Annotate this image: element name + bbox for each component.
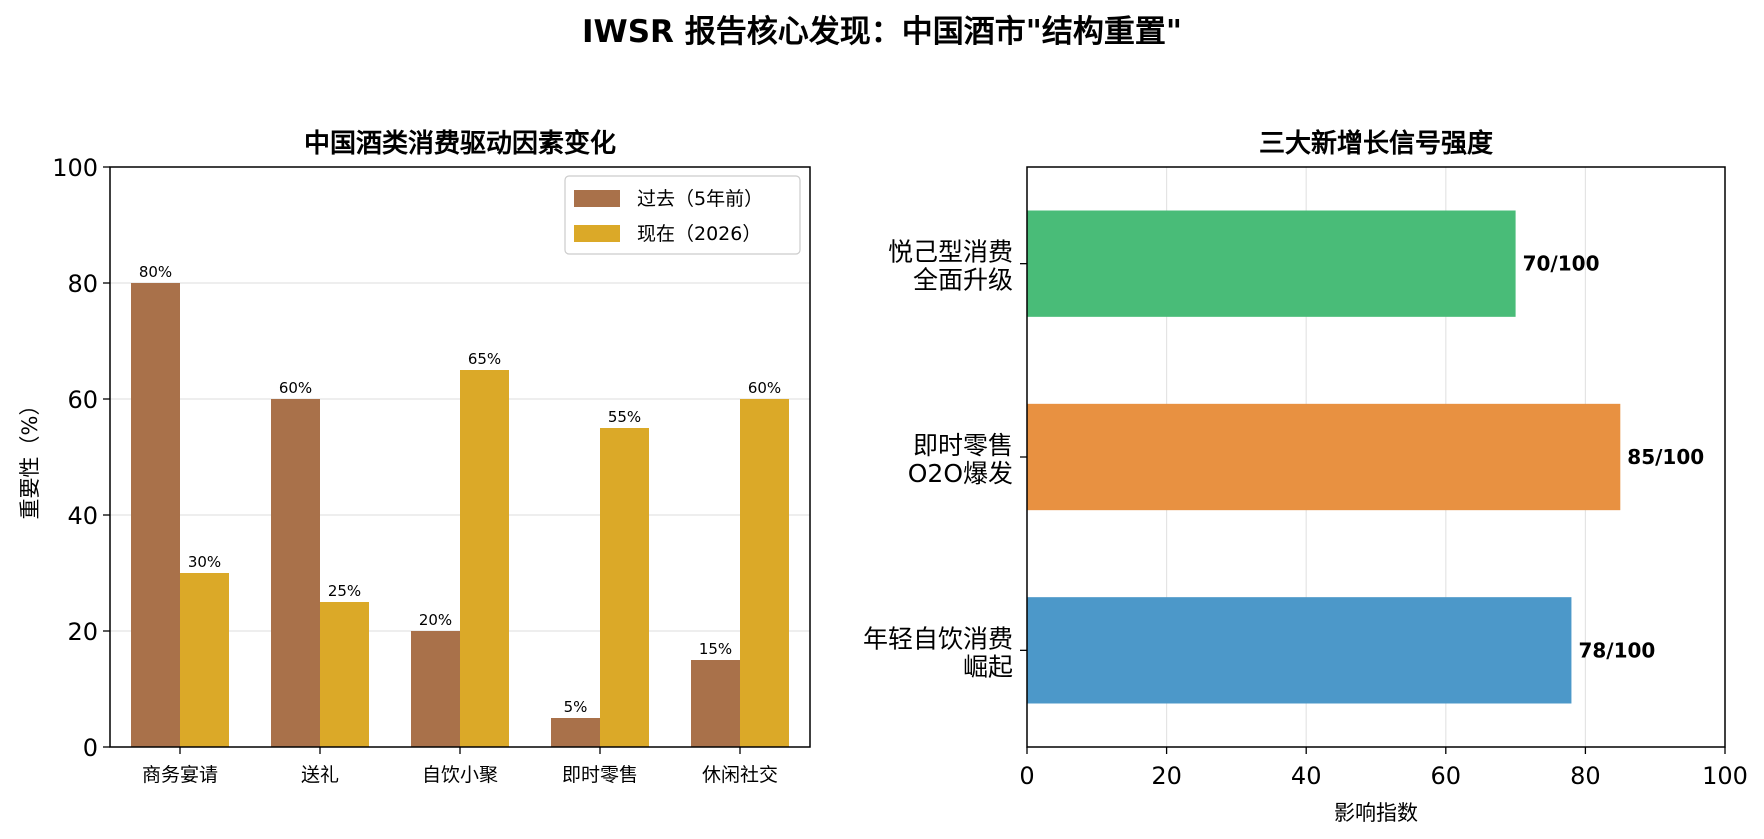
driver-chart: 中国酒类消费驱动因素变化 80% 30% 60% 25% 20% 65% 5% 55% 15% 6… [18,128,811,786]
bar-value-label: 15% [699,640,732,658]
driver-chart-y-ticks: 0 20 40 60 80 100 [52,154,110,762]
legend-swatch-present [574,225,620,242]
y-tick-label-line1: 即时零售 [913,431,1013,460]
y-tick-label-line2: O2O爆发 [908,459,1013,488]
x-tick-label: 80 [1570,762,1601,790]
x-tick-label: 即时零售 [562,764,638,786]
signal-chart-title: 三大新增长信号强度 [1259,128,1493,159]
driver-chart-legend: 过去（5年前） 现在（2026） [564,175,801,255]
driver-chart-y-axis-label: 重要性（%） [18,395,42,520]
bar-value-label: 25% [328,582,361,600]
bar-present [460,370,509,747]
x-tick-label: 送礼 [301,764,339,786]
signal-bar-value-label: 85/100 [1627,445,1704,469]
bar-present [320,602,369,747]
y-tick-label: 100 [52,154,98,182]
signal-chart-bar-labels: 78/100 85/100 70/100 [1523,252,1705,663]
bar-value-label: 60% [279,379,312,397]
bar-past [271,399,320,747]
x-tick-label: 20 [1151,762,1182,790]
bar-value-label: 65% [468,350,501,368]
y-tick-label: 40 [67,502,98,530]
y-tick-label-line2: 崛起 [963,652,1013,681]
bar-value-label: 80% [139,263,172,281]
y-tick-label-line1: 年轻自饮消费 [863,624,1013,653]
x-tick-label: 自饮小聚 [422,764,498,786]
x-tick-label: 100 [1702,762,1748,790]
driver-chart-bar-labels: 80% 30% 60% 25% 20% 65% 5% 55% 15% 60% [139,263,781,716]
y-tick-label: 0 [83,734,98,762]
y-tick-label-line2: 全面升级 [913,266,1013,295]
x-tick-label: 60 [1431,762,1462,790]
y-tick-label: 20 [67,618,98,646]
x-tick-label: 0 [1019,762,1034,790]
bar-value-label: 5% [564,698,588,716]
bar-value-label: 55% [608,408,641,426]
figure-title: IWSR 报告核心发现：中国酒市"结构重置" [582,14,1182,50]
driver-chart-bars [131,283,789,747]
legend-label-past: 过去（5年前） [637,188,763,210]
driver-chart-title: 中国酒类消费驱动因素变化 [304,128,616,159]
x-tick-label: 40 [1291,762,1322,790]
signal-bar [1027,403,1621,511]
signal-bar-value-label: 70/100 [1523,252,1600,276]
bar-past [411,631,460,747]
legend-label-present: 现在（2026） [637,223,761,245]
signal-chart: 三大新增长信号强度 78/100 85/100 70/100 0 20 40 60 80 10… [863,128,1748,825]
bar-value-label: 20% [419,611,452,629]
signal-chart-x-ticks: 0 20 40 60 80 100 [1019,747,1748,790]
bar-present [740,399,789,747]
bar-present [180,573,229,747]
signal-bar [1027,597,1572,704]
legend-swatch-past [574,190,620,207]
signal-bar-value-label: 78/100 [1578,638,1655,662]
signal-chart-x-axis-label: 影响指数 [1334,801,1418,825]
bar-value-label: 30% [188,553,221,571]
y-tick-label-line1: 悦己型消费 [888,238,1013,267]
x-tick-label: 商务宴请 [142,763,218,786]
bar-past [691,660,740,747]
y-tick-label: 60 [67,386,98,414]
bar-present [600,428,649,747]
x-tick-label: 休闲社交 [702,764,778,786]
bar-past [551,718,600,747]
signal-chart-bars [1027,210,1621,704]
y-tick-label: 80 [67,270,98,298]
legend-frame [564,175,801,255]
driver-chart-x-ticks: 商务宴请 送礼 自饮小聚 即时零售 休闲社交 [142,747,778,786]
bar-value-label: 60% [748,379,781,397]
bar-past [131,283,180,747]
signal-bar [1027,210,1516,317]
